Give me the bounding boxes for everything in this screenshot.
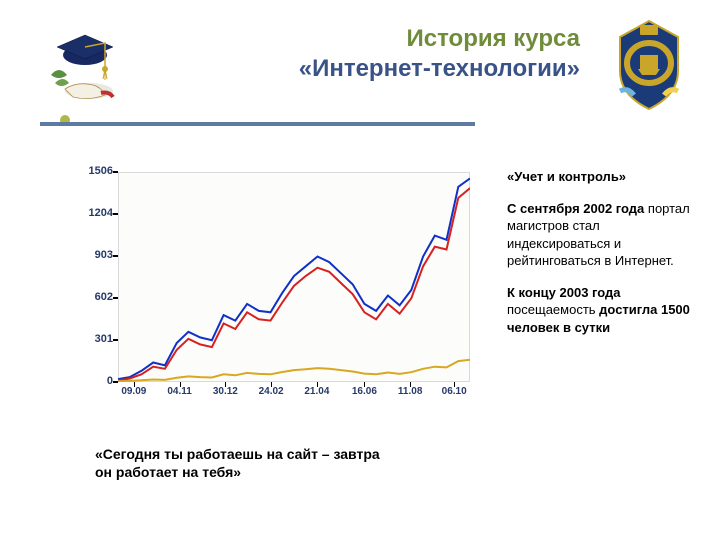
y-tick-label: 1506 bbox=[78, 165, 113, 177]
x-tick-label: 11.08 bbox=[398, 386, 422, 397]
right-para-2: К концу 2003 года посещаемость достигла … bbox=[507, 284, 692, 337]
y-tick-label: 903 bbox=[78, 249, 113, 261]
x-tick-mark bbox=[225, 382, 226, 387]
x-tick-label: 04.11 bbox=[167, 386, 191, 397]
y-tick-mark bbox=[113, 381, 118, 383]
y-tick-label: 0 bbox=[78, 375, 113, 387]
series-red bbox=[118, 188, 470, 380]
university-badge-icon bbox=[610, 17, 688, 112]
x-tick-label: 06.10 bbox=[442, 386, 467, 397]
right-heading: «Учет и контроль» bbox=[507, 168, 692, 186]
y-tick-mark bbox=[113, 255, 118, 257]
slide: История курса «Интернет-технологии» 0 301… bbox=[0, 0, 720, 540]
header: История курса «Интернет-технологии» bbox=[40, 25, 680, 125]
x-tick-mark bbox=[364, 382, 365, 387]
chart-lines bbox=[118, 172, 470, 382]
x-tick-mark bbox=[180, 382, 181, 387]
series-yellow bbox=[118, 360, 470, 382]
x-tick-mark bbox=[134, 382, 135, 387]
y-tick-mark bbox=[113, 297, 118, 299]
title-block: История курса «Интернет-технологии» bbox=[180, 25, 580, 83]
y-tick-mark bbox=[113, 171, 118, 173]
graduation-cap-icon bbox=[45, 25, 125, 105]
title-line-2: «Интернет-технологии» bbox=[180, 55, 580, 83]
y-tick-label: 1204 bbox=[78, 207, 113, 219]
right-para-1: С сентября 2002 года портал магистров ст… bbox=[507, 200, 692, 270]
x-tick-label: 16.06 bbox=[352, 386, 377, 397]
horizontal-rule bbox=[40, 122, 475, 126]
bottom-quote: «Сегодня ты работаешь на сайт – завтра о… bbox=[95, 445, 395, 481]
x-tick-label: 09.09 bbox=[121, 386, 146, 397]
series-blue bbox=[118, 178, 470, 379]
x-tick-label: 30.12 bbox=[213, 386, 238, 397]
x-tick-mark bbox=[410, 382, 411, 387]
right-text-column: «Учет и контроль» С сентября 2002 года п… bbox=[507, 168, 692, 350]
x-tick-mark bbox=[317, 382, 318, 387]
x-tick-mark bbox=[271, 382, 272, 387]
x-tick-label: 21.04 bbox=[304, 386, 329, 397]
y-tick-mark bbox=[113, 339, 118, 341]
traffic-chart: 0 301 602 903 1204 1506 09.09 04.11 30.12 24.02 21… bbox=[78, 160, 488, 415]
x-tick-label: 24.02 bbox=[259, 386, 284, 397]
x-tick-mark bbox=[454, 382, 455, 387]
y-tick-mark bbox=[113, 213, 118, 215]
y-tick-label: 301 bbox=[78, 333, 113, 345]
title-line-1: История курса bbox=[180, 25, 580, 53]
y-tick-label: 602 bbox=[78, 291, 113, 303]
